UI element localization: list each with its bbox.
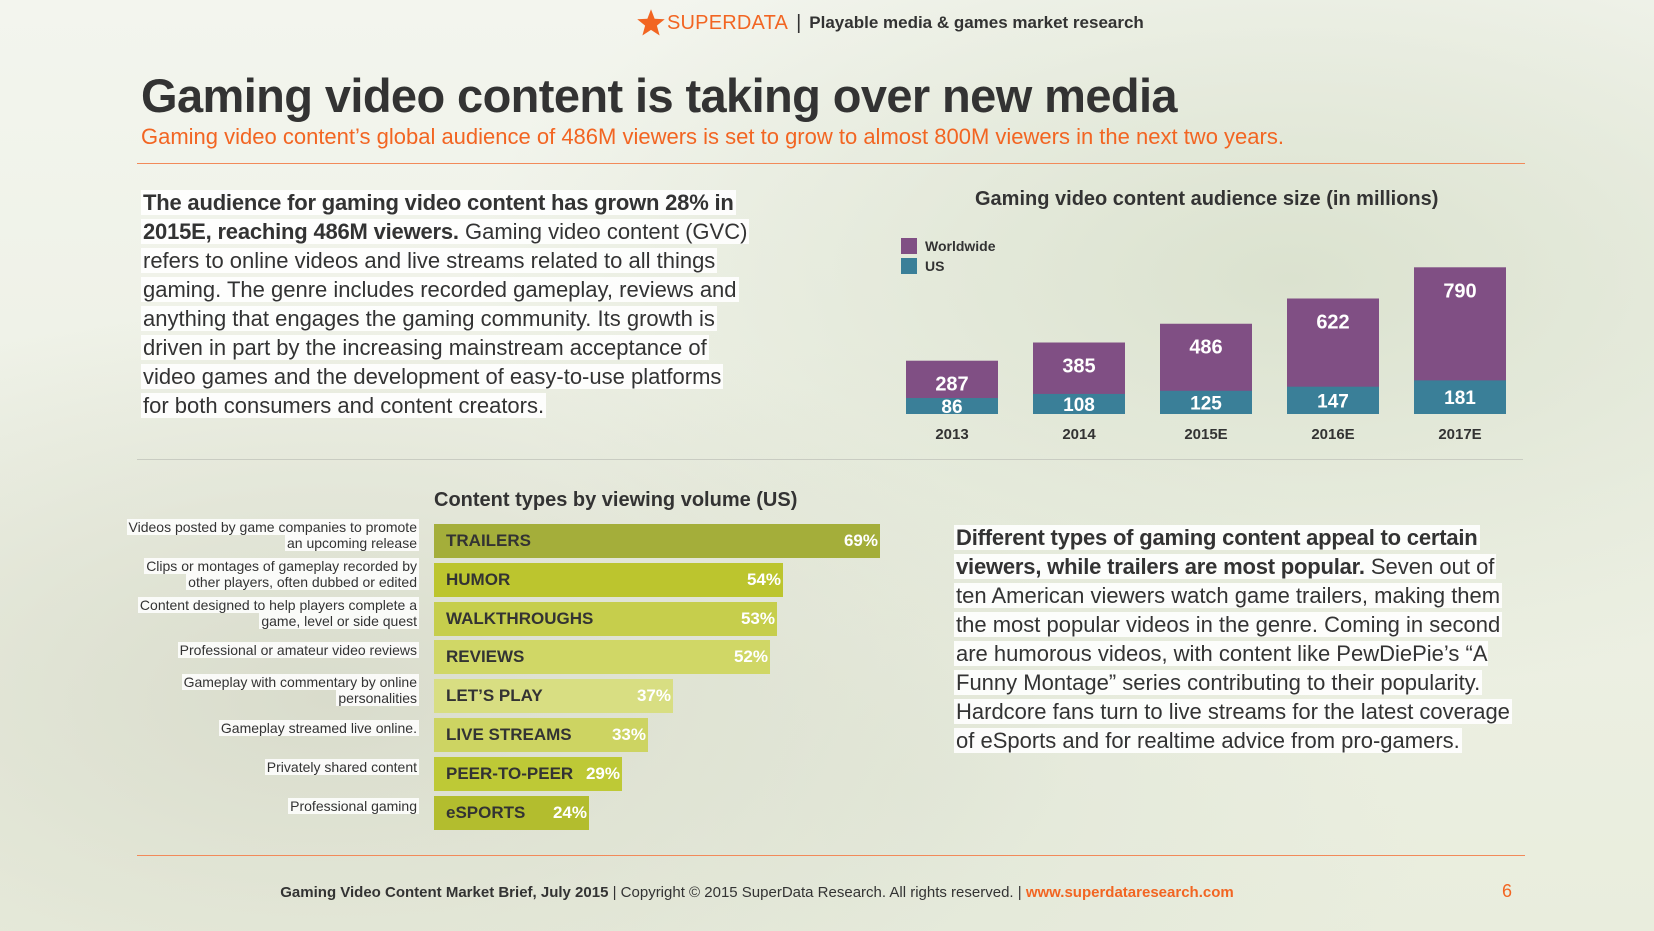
audience-chart-title: Gaming video content audience size (in m… bbox=[975, 188, 1439, 210]
hbar-value-let-s-play: 37% bbox=[636, 686, 671, 705]
divider-middle bbox=[137, 459, 1523, 460]
hbar-label-humor: HUMOR bbox=[446, 570, 511, 589]
hbar-description-let-s-play: Gameplay with commentary by online perso… bbox=[181, 674, 419, 706]
hbar-description-trailers: Videos posted by game companies to promo… bbox=[126, 519, 419, 551]
hbar-description-humor: Clips or montages of gameplay recorded b… bbox=[144, 558, 419, 590]
category-label-2013: 2013 bbox=[935, 426, 968, 443]
audience-paragraph: The audience for gaming video content ha… bbox=[141, 188, 753, 420]
hbar-label-trailers: TRAILERS bbox=[446, 531, 531, 550]
footer-separator-1: | bbox=[612, 884, 617, 901]
legend-item-worldwide: Worldwide bbox=[901, 236, 996, 256]
hbar-label-live-streams: LIVE STREAMS bbox=[446, 725, 572, 744]
brand-header: SUPERDATA | Playable media & games marke… bbox=[636, 6, 1144, 40]
hbar-let-s-play: LET’S PLAY 37% bbox=[434, 679, 673, 713]
content-types-paragraph-lead: Different types of gaming content appeal… bbox=[956, 525, 1478, 579]
audience-chart-legend: Worldwide US bbox=[901, 236, 996, 276]
content-types-paragraph-body: Seven out of ten American viewers watch … bbox=[956, 554, 1510, 753]
hbar-value-walkthroughs: 53% bbox=[740, 609, 775, 628]
category-label-2016e: 2016E bbox=[1311, 426, 1354, 443]
legend-swatch-worldwide bbox=[901, 238, 917, 254]
hbar-walkthroughs: WALKTHROUGHS 53% bbox=[434, 602, 777, 636]
hbar-label-let-s-play: LET’S PLAY bbox=[446, 686, 543, 705]
hbar-value-peer-to-peer: 29% bbox=[585, 764, 620, 783]
brand-tagline: Playable media & games market research bbox=[809, 13, 1144, 32]
hbar-value-esports: 24% bbox=[552, 803, 587, 822]
footer: Gaming Video Content Market Brief, July … bbox=[0, 884, 1514, 901]
value-label-us-2017e: 181 bbox=[1444, 388, 1476, 409]
page-number: 6 bbox=[1502, 881, 1513, 901]
footer-copyright: Copyright © 2015 SuperData Research. All… bbox=[620, 884, 1014, 901]
bar-us-2013 bbox=[906, 398, 998, 414]
hbar-value-trailers: 69% bbox=[843, 531, 878, 550]
footer-brief: Gaming Video Content Market Brief, July … bbox=[280, 884, 609, 901]
footer-separator-2: | bbox=[1017, 884, 1022, 901]
hbar-description-peer-to-peer: Privately shared content bbox=[264, 759, 419, 775]
value-label-worldwide-2014: 385 bbox=[1062, 356, 1095, 378]
hbar-description-walkthroughs: Content designed to help players complet… bbox=[137, 597, 419, 629]
category-label-2015e: 2015E bbox=[1184, 426, 1227, 443]
hbar-label-peer-to-peer: PEER-TO-PEER bbox=[446, 764, 574, 783]
category-label-2014: 2014 bbox=[1062, 426, 1096, 443]
hbar-esports: eSPORTS 24% bbox=[434, 796, 589, 830]
hbar-value-live-streams: 33% bbox=[611, 725, 646, 744]
value-label-us-2013: 86 bbox=[941, 397, 962, 418]
hbar-value-reviews: 52% bbox=[733, 647, 768, 666]
content-types-chart-title: Content types by viewing volume (US) bbox=[434, 489, 798, 511]
hbar-description-esports: Professional gaming bbox=[288, 798, 419, 814]
value-label-worldwide-2016e: 622 bbox=[1316, 311, 1349, 333]
hbar-trailers: TRAILERS 69% bbox=[434, 524, 880, 558]
audience-paragraph-body: Gaming video content (GVC) refers to onl… bbox=[143, 219, 748, 418]
brand-logo-text: SUPERDATA bbox=[667, 11, 789, 34]
value-label-us-2016e: 147 bbox=[1317, 391, 1349, 412]
footer-url-link[interactable]: www.superdataresearch.com bbox=[1025, 884, 1234, 901]
hbar-description-live-streams: Gameplay streamed live online. bbox=[218, 720, 419, 736]
star-icon bbox=[637, 9, 665, 36]
bar-us-2014 bbox=[1033, 393, 1125, 414]
legend-swatch-us bbox=[901, 258, 917, 274]
hbar-label-walkthroughs: WALKTHROUGHS bbox=[446, 609, 594, 628]
hbar-peer-to-peer: PEER-TO-PEER 29% bbox=[434, 757, 622, 791]
divider-top bbox=[137, 163, 1525, 164]
hbar-value-humor: 54% bbox=[746, 570, 781, 589]
legend-label-us: US bbox=[925, 258, 945, 274]
hbar-label-esports: eSPORTS bbox=[446, 803, 526, 822]
brand-separator: | bbox=[796, 11, 802, 34]
legend-item-us: US bbox=[901, 256, 996, 276]
bar-us-2015e bbox=[1160, 390, 1252, 414]
hbar-label-reviews: REVIEWS bbox=[446, 647, 525, 666]
hbar-humor: HUMOR 54% bbox=[434, 563, 783, 597]
category-label-2017e: 2017E bbox=[1438, 426, 1481, 443]
legend-label-worldwide: Worldwide bbox=[925, 238, 996, 254]
value-label-us-2014: 108 bbox=[1063, 395, 1095, 416]
hbar-reviews: REVIEWS 52% bbox=[434, 640, 770, 674]
divider-bottom bbox=[137, 855, 1525, 856]
page-title: Gaming video content is taking over new … bbox=[141, 69, 1178, 122]
hbar-description-reviews: Professional or amateur video reviews bbox=[177, 642, 419, 658]
bar-us-2016e bbox=[1287, 386, 1379, 414]
bar-us-2017e bbox=[1414, 380, 1506, 414]
content-types-paragraph: Different types of gaming content appeal… bbox=[954, 523, 1519, 755]
value-label-worldwide-2017e: 790 bbox=[1443, 280, 1476, 302]
value-label-us-2015e: 125 bbox=[1190, 393, 1222, 414]
value-label-worldwide-2013: 287 bbox=[935, 374, 968, 396]
audience-paragraph-lead: The audience for gaming video content ha… bbox=[143, 190, 734, 244]
hbar-live-streams: LIVE STREAMS 33% bbox=[434, 718, 648, 752]
value-label-worldwide-2015e: 486 bbox=[1189, 337, 1222, 359]
page-subtitle: Gaming video content’s global audience o… bbox=[141, 124, 1284, 149]
